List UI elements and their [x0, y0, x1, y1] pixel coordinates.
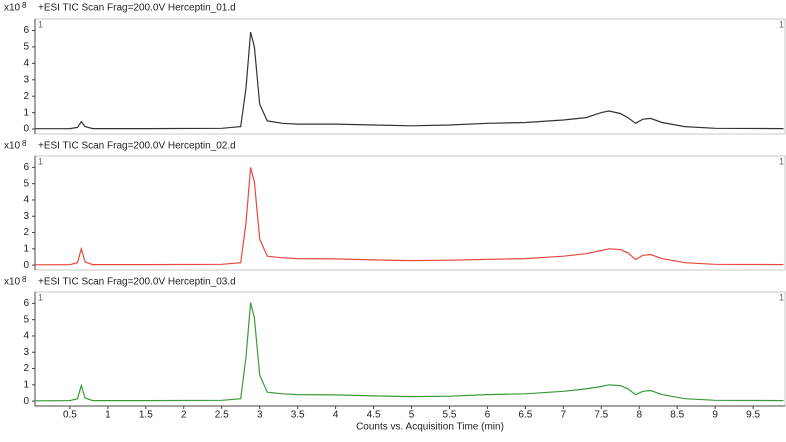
y-tick-label: 3: [23, 211, 29, 222]
y-tick-label: 4: [23, 195, 29, 206]
y-tick-label: 3: [23, 347, 29, 358]
y-tick-label: 1: [23, 243, 29, 254]
y-tick-label: 6: [23, 25, 29, 36]
plot-frame: [34, 18, 786, 135]
plot-frame: [34, 291, 786, 407]
x-tick-label: 8.5: [670, 410, 684, 421]
x-tick-label: 3: [257, 410, 263, 421]
x-tick-label: 7: [561, 410, 567, 421]
x-tick-label: 2: [181, 410, 187, 421]
y-scale-exponent: 8: [22, 139, 27, 148]
x-tick-label: 9.5: [746, 410, 760, 421]
chart-title: +ESI TIC Scan Frag=200.0V Herceptin_02.d: [38, 141, 236, 152]
y-tick-label: 3: [23, 74, 29, 85]
y-tick-label: 2: [23, 363, 29, 374]
x-tick-label: 4: [333, 410, 339, 421]
plot-frame: [34, 155, 786, 271]
x-tick-label: 3.5: [291, 410, 305, 421]
right-marker: 1: [779, 156, 784, 166]
x-tick-label: 9: [712, 410, 718, 421]
right-marker: 1: [779, 292, 784, 302]
trace: [34, 31, 784, 130]
y-tick-label: 0: [23, 396, 29, 407]
y-tick-label: 5: [23, 42, 29, 53]
x-tick-label: 7.5: [594, 410, 608, 421]
y-scale-exponent: 8: [22, 1, 27, 10]
right-marker: 1: [779, 19, 784, 29]
left-marker: 1: [38, 292, 43, 302]
x-tick-label: 6.5: [518, 410, 532, 421]
x-tick-label: 0.5: [63, 410, 77, 421]
y-tick-label: 2: [23, 91, 29, 102]
y-scale-label: x10: [4, 277, 21, 288]
x-tick-label: 5: [409, 410, 415, 421]
x-tick-label: 1: [105, 410, 111, 421]
y-tick-label: 5: [23, 178, 29, 189]
chart-title: +ESI TIC Scan Frag=200.0V Herceptin_03.d: [38, 277, 236, 288]
left-marker: 1: [38, 156, 43, 166]
x-tick-label: 8: [636, 410, 642, 421]
x-tick-label: 2.5: [215, 410, 229, 421]
x-axis-title: Counts vs. Acquisition Time (min): [356, 422, 504, 433]
x-tick-label: 5.5: [443, 410, 457, 421]
y-tick-label: 2: [23, 227, 29, 238]
left-marker: 1: [38, 19, 43, 29]
y-tick-label: 6: [23, 298, 29, 309]
y-tick-label: 1: [23, 379, 29, 390]
y-tick-label: 4: [23, 331, 29, 342]
y-tick-label: 4: [23, 58, 29, 69]
x-tick-label: 6: [485, 410, 491, 421]
x-tick-label: 4.5: [367, 410, 381, 421]
y-scale-label: x10: [4, 3, 21, 14]
trace: [34, 302, 784, 402]
y-scale-exponent: 8: [22, 275, 27, 284]
chart-title: +ESI TIC Scan Frag=200.0V Herceptin_01.d: [38, 3, 236, 14]
trace: [34, 167, 784, 266]
y-scale-label: x10: [4, 141, 21, 152]
y-tick-label: 6: [23, 162, 29, 173]
y-tick-label: 0: [23, 124, 29, 135]
x-tick-label: 1.5: [139, 410, 153, 421]
y-tick-label: 0: [23, 260, 29, 271]
y-tick-label: 5: [23, 314, 29, 325]
y-tick-label: 1: [23, 107, 29, 118]
